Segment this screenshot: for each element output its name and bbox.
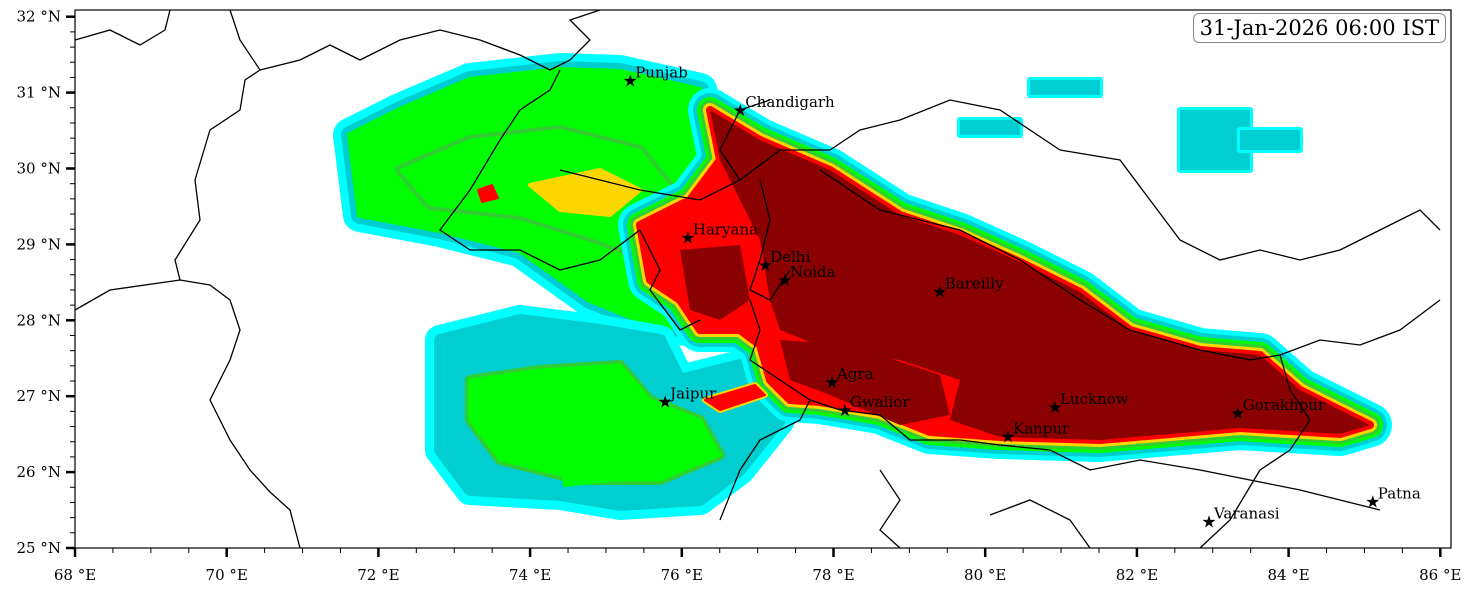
city-label: Haryana bbox=[693, 221, 758, 239]
city-star-icon: ★ bbox=[680, 229, 695, 249]
x-tick-label: 74 °E bbox=[509, 566, 551, 584]
border-line bbox=[559, 99, 1061, 201]
city-star-icon: ★ bbox=[1201, 512, 1216, 532]
x-tick-label: 84 °E bbox=[1267, 566, 1309, 584]
south-core bbox=[468, 363, 722, 482]
city-label: Gwalior bbox=[850, 393, 910, 411]
x-tick-label: 86 °E bbox=[1419, 566, 1461, 584]
city-star-icon: ★ bbox=[657, 393, 672, 413]
border-line bbox=[989, 499, 1091, 549]
south-blob bbox=[558, 453, 612, 487]
city-star-icon: ★ bbox=[932, 282, 947, 302]
city-star-icon: ★ bbox=[623, 71, 638, 91]
west-gold bbox=[528, 168, 642, 217]
border-line bbox=[639, 229, 701, 331]
y-axis: 25 °N 26 °N 27 °N 28 °N 29 °N 30 °N 31 °N 32 °N bbox=[17, 8, 75, 557]
border-line bbox=[499, 69, 561, 141]
city-star-icon: ★ bbox=[758, 256, 773, 276]
y-tick-label: 26 °N bbox=[17, 463, 61, 481]
north-patch bbox=[960, 120, 1020, 135]
border-line bbox=[1059, 149, 1441, 261]
y-tick-label: 32 °N bbox=[17, 8, 61, 26]
y-tick-label: 27 °N bbox=[17, 387, 61, 405]
y-tick-label: 31 °N bbox=[17, 84, 61, 102]
x-tick-label: 70 °E bbox=[206, 566, 248, 584]
north-patch bbox=[1180, 110, 1250, 170]
border-line bbox=[809, 399, 1381, 511]
border-line bbox=[749, 179, 791, 301]
border-line bbox=[879, 469, 901, 549]
city-label: Delhi bbox=[770, 248, 810, 266]
city-star-icon: ★ bbox=[1047, 398, 1062, 418]
city-label: Lucknow bbox=[1060, 390, 1129, 408]
state-borders bbox=[74, 9, 1441, 549]
border-line bbox=[819, 169, 1441, 361]
west-red bbox=[477, 184, 499, 203]
timestamp-label: 31-Jan-2026 06:00 IST bbox=[1192, 13, 1446, 43]
delhi-core bbox=[680, 245, 750, 320]
city-markers: ★Punjab★Chandigarh★Haryana★Delhi★Noida★B… bbox=[623, 63, 1421, 532]
city-label: Bareilly bbox=[945, 274, 1004, 292]
x-axis: 68 °E 70 °E 72 °E 74 °E 76 °E 78 °E 80 °E 82 °E… bbox=[54, 548, 1461, 584]
y-tick-label: 28 °N bbox=[17, 311, 61, 329]
y-tick-label: 30 °N bbox=[17, 160, 61, 178]
x-tick-label: 76 °E bbox=[661, 566, 703, 584]
city-label: Noida bbox=[790, 263, 836, 281]
city-label: Jaipur bbox=[668, 385, 717, 403]
y-tick-label: 25 °N bbox=[17, 539, 61, 557]
plot-frame bbox=[74, 9, 1452, 549]
border-line bbox=[259, 9, 601, 71]
jaipur-band bbox=[704, 384, 766, 411]
y-tick-label: 29 °N bbox=[17, 235, 61, 253]
x-tick-label: 68 °E bbox=[54, 566, 96, 584]
main-core bbox=[710, 110, 1370, 440]
agra-core bbox=[780, 340, 950, 425]
x-tick-label: 80 °E bbox=[964, 566, 1006, 584]
north-patch bbox=[1240, 130, 1300, 150]
city-star-icon: ★ bbox=[837, 401, 852, 421]
border-line bbox=[74, 279, 301, 549]
city-star-icon: ★ bbox=[733, 101, 748, 121]
border-line bbox=[719, 99, 771, 181]
border-line bbox=[439, 139, 641, 271]
city-star-icon: ★ bbox=[1365, 493, 1380, 513]
x-tick-label: 78 °E bbox=[812, 566, 854, 584]
border-line bbox=[1199, 354, 1311, 549]
x-tick-label: 72 °E bbox=[357, 566, 399, 584]
city-label: Punjab bbox=[635, 63, 688, 81]
city-label: Patna bbox=[1378, 485, 1421, 503]
city-label: Agra bbox=[836, 365, 874, 383]
intensity-field bbox=[333, 53, 1392, 520]
city-label: Varanasi bbox=[1213, 504, 1280, 522]
city-star-icon: ★ bbox=[777, 271, 792, 291]
city-star-icon: ★ bbox=[1000, 427, 1015, 447]
city-label: Kanpur bbox=[1013, 419, 1070, 437]
city-star-icon: ★ bbox=[824, 373, 839, 393]
north-patch bbox=[1030, 80, 1100, 95]
city-star-icon: ★ bbox=[1230, 404, 1245, 424]
city-label: Chandigarh bbox=[745, 93, 835, 111]
x-tick-label: 82 °E bbox=[1116, 566, 1158, 584]
city-label: Gorakhpur bbox=[1243, 396, 1326, 414]
border-line bbox=[174, 9, 261, 281]
border-line bbox=[74, 9, 171, 46]
